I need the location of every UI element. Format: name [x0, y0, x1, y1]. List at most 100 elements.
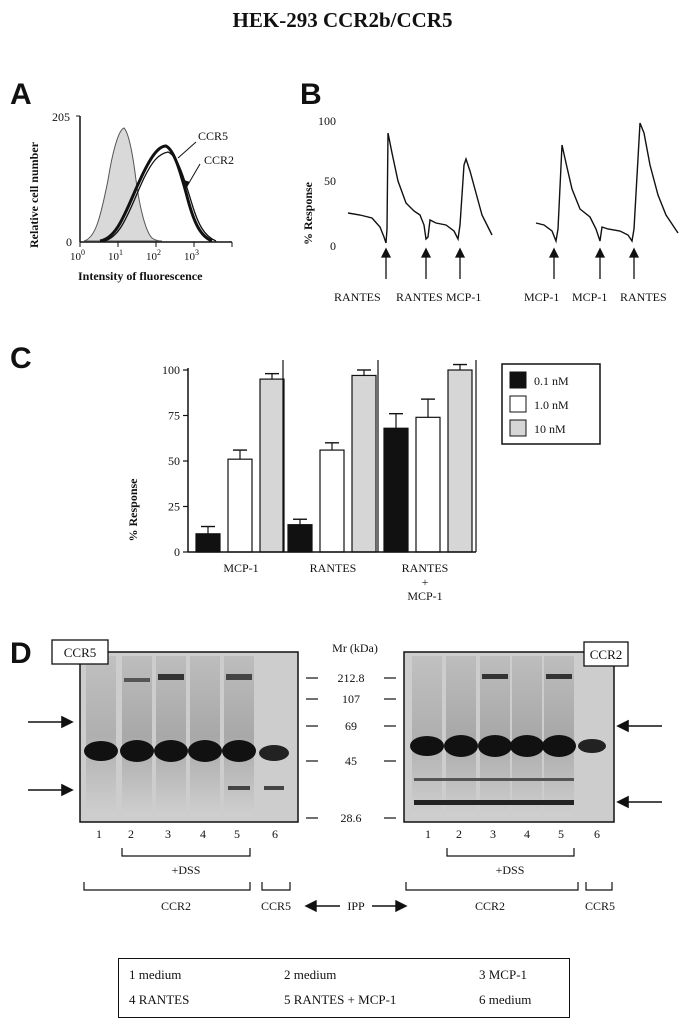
marker-107: 107 — [342, 692, 360, 706]
right-ccr2-label: CCR2 — [475, 899, 505, 913]
panel-a-xtick-0: 100 — [70, 248, 85, 263]
panel-label-c: C — [10, 342, 32, 375]
left-gel — [79, 651, 299, 823]
panel-d-gel: CCR5 CCR2 Mr (kDa) 212.8 107 69 45 28.6 — [28, 639, 662, 913]
left-ccr2-bracket — [83, 882, 251, 891]
left-lane-6: 6 — [272, 827, 278, 841]
left-lane-5: 5 — [234, 827, 240, 841]
control-histogram — [83, 127, 163, 242]
lane-legend-6: 6 medium — [479, 992, 532, 1007]
trace-label-rantes-3: RANTES — [620, 290, 667, 304]
group-label-plus: + — [422, 575, 429, 589]
trace-label-mcp1-2: MCP-1 — [524, 290, 559, 304]
panel-a-xtick-3: 103 — [184, 248, 199, 263]
left-calcium-trace — [347, 132, 493, 244]
left-lane-4: 4 — [200, 827, 206, 841]
group-label-rantes-mcp1-line3: MCP-1 — [407, 589, 442, 603]
lane-legend-4: 4 RANTES — [129, 992, 190, 1007]
panel-b-ytick-0: 0 — [330, 239, 336, 253]
panel-c-ytick-label: 75 — [168, 409, 180, 423]
marker-212.8: 212.8 — [338, 671, 365, 685]
panel-c-ytick-label: 0 — [174, 545, 180, 559]
bar-mcp-1-10nm — [227, 458, 253, 553]
legend-swatch-10nM — [509, 419, 527, 437]
marker-69: 69 — [345, 719, 357, 733]
panel-b-ytick-100: 100 — [318, 114, 336, 128]
group-label-rantes-mcp1-line1: RANTES — [402, 561, 449, 575]
right-ccr2-bracket — [405, 882, 579, 891]
left-dss-label: +DSS — [172, 863, 201, 877]
bar-rantes-10nm — [319, 449, 345, 553]
bar-rantes-mcp-1-10nm — [447, 369, 473, 553]
panel-a-xtick-2: 102 — [146, 248, 161, 263]
panel-b-ytick-50: 50 — [324, 174, 336, 188]
bar-rantes-mcp-1-01nm — [383, 427, 409, 553]
left-dss-bracket — [121, 848, 251, 857]
figure-title: HEK-293 CCR2b/CCR5 — [232, 8, 453, 32]
ccr5-curve-label: CCR5 — [198, 129, 228, 143]
ccr5-histogram — [99, 144, 213, 243]
panel-c-ytick-label: 50 — [168, 454, 180, 468]
left-lane-2: 2 — [128, 827, 134, 841]
trace-label-rantes-1: RANTES — [334, 290, 381, 304]
bar-rantes-mcp-1-10nm — [415, 416, 441, 553]
panel-c-bar-chart: % Response 100 75 50 25 0 MCP-1 RANTES RANTE… — [126, 360, 601, 603]
mr-label: Mr (kDa) — [332, 641, 378, 655]
panel-c-ytick-label: 25 — [168, 500, 180, 514]
panel-a-xlabel: Intensity of fluorescence — [78, 269, 203, 283]
ccr2-histogram — [103, 151, 217, 242]
group-label-rantes: RANTES — [310, 561, 357, 575]
bar-mcp-1-01nm — [195, 533, 221, 553]
panel-label-b: B — [300, 78, 322, 111]
legend-swatch-1.0nM — [509, 395, 527, 413]
bar-rantes-10nm — [351, 374, 377, 553]
right-gel-label: CCR2 — [590, 647, 623, 662]
marker-45: 45 — [345, 754, 357, 768]
panel-label-a: A — [10, 78, 32, 111]
legend-swatch-0.1nM — [509, 371, 527, 389]
panel-a-xtick-1: 101 — [108, 248, 123, 263]
panel-a-ytick-0: 0 — [66, 235, 72, 249]
legend-label-10nM: 10 nM — [534, 422, 566, 436]
right-calcium-trace — [535, 122, 679, 244]
right-lane-4: 4 — [524, 827, 530, 841]
right-dss-label: +DSS — [496, 863, 525, 877]
right-dss-bracket — [446, 848, 575, 857]
trace-label-rantes-2: RANTES — [396, 290, 443, 304]
left-ccr5-bracket — [261, 882, 291, 891]
ccr2-curve-label: CCR2 — [204, 153, 234, 167]
lane-legend-box: 1 medium 2 medium 3 MCP-1 4 RANTES 5 RAN… — [118, 958, 570, 1018]
panel-c-ytick-label: 100 — [162, 363, 180, 377]
trace-label-mcp1-1: MCP-1 — [446, 290, 481, 304]
left-lane-3: 3 — [165, 827, 171, 841]
right-ccr5-bracket — [585, 882, 613, 891]
right-lane-1: 1 — [425, 827, 431, 841]
ipp-label: IPP — [347, 899, 365, 913]
lane-legend-1: 1 medium — [129, 967, 182, 982]
right-lane-5: 5 — [558, 827, 564, 841]
legend-label-0.1nM: 0.1 nM — [534, 374, 569, 388]
left-ccr2-label: CCR2 — [161, 899, 191, 913]
trace-label-mcp1-3: MCP-1 — [572, 290, 607, 304]
right-gel-lanes — [410, 656, 606, 816]
lane-legend-2: 2 medium — [284, 967, 337, 982]
stimulus-arrows — [380, 247, 640, 279]
left-gel-label: CCR5 — [64, 645, 97, 660]
panel-a-histogram: CCR5 CCR2 205 0 Relative cell number 100… — [27, 110, 234, 283]
panel-a-ylabel: Relative cell number — [27, 141, 41, 248]
left-gel-lanes — [84, 656, 289, 816]
panel-b-ylabel: % Response — [301, 181, 315, 245]
ipp-arrows — [304, 899, 408, 913]
lane-legend-3: 3 MCP-1 — [479, 967, 528, 982]
group-label-mcp1: MCP-1 — [223, 561, 258, 575]
lane-legend-5: 5 RANTES + MCP-1 — [284, 992, 397, 1007]
left-ccr5-label: CCR5 — [261, 899, 291, 913]
panel-label-d: D — [10, 637, 32, 670]
panel-b-traces: % Response 100 50 0 RANTES RANTES MCP-1 … — [301, 114, 679, 304]
legend-label-1.0nM: 1.0 nM — [534, 398, 569, 412]
right-lane-6: 6 — [594, 827, 600, 841]
right-lane-3: 3 — [490, 827, 496, 841]
marker-28.6: 28.6 — [341, 811, 362, 825]
left-lane-1: 1 — [96, 827, 102, 841]
bar-rantes-01nm — [287, 524, 313, 553]
